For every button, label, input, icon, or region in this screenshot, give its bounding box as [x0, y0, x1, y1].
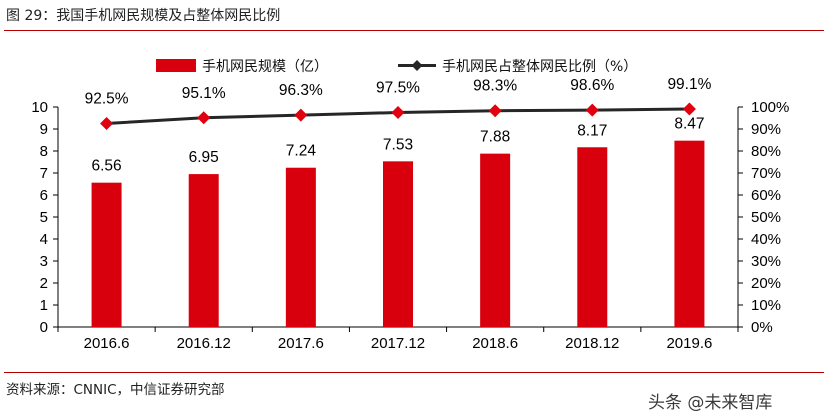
ratio-marker [682, 102, 696, 116]
ratio-value-label: 98.6% [570, 77, 614, 94]
bar [188, 174, 219, 327]
bar-value-label: 8.47 [674, 116, 704, 133]
legend-swatch-bar [156, 59, 196, 72]
bar [577, 147, 608, 327]
x-tick-label: 2018.12 [565, 335, 619, 352]
y-left-tick-label: 10 [31, 99, 48, 116]
ratio-value-label: 95.1% [182, 85, 226, 102]
y-left-tick-label: 5 [40, 209, 48, 226]
x-tick-label: 2017.6 [278, 335, 324, 352]
y-left-tick-label: 8 [40, 143, 48, 160]
watermark: 头条 @未来智库 [648, 393, 773, 413]
y-left-tick-label: 6 [40, 187, 48, 204]
y-left-tick-label: 4 [40, 231, 48, 248]
ratio-value-label: 96.3% [279, 82, 323, 99]
y-right-tick-label: 20% [751, 275, 781, 292]
y-left-tick-label: 3 [40, 253, 48, 270]
ratio-marker [100, 117, 114, 130]
y-right-tick-label: 50% [751, 209, 781, 226]
y-right-tick-label: 100% [751, 99, 789, 116]
bar-value-label: 7.24 [286, 143, 317, 160]
x-tick-label: 2016.12 [177, 335, 231, 352]
bar [674, 140, 705, 327]
legend-label-line: 手机网民占整体网民比例（%） [442, 59, 637, 75]
y-right-tick-label: 60% [751, 187, 781, 204]
y-right-tick-label: 0% [751, 319, 773, 336]
bar [91, 182, 122, 327]
ratio-marker [585, 103, 599, 117]
figure-title: 图 29：我国手机网民规模及占整体网民比例 [6, 8, 281, 24]
y-left-tick-label: 0 [40, 319, 48, 336]
y-right-tick-label: 90% [751, 121, 781, 138]
bar-value-label: 8.17 [577, 122, 607, 139]
ratio-value-label: 99.1% [667, 76, 711, 93]
y-right-tick-label: 70% [751, 165, 781, 182]
bar [383, 161, 413, 327]
y-left-tick-label: 1 [40, 297, 48, 314]
bottom-divider [4, 372, 824, 373]
bar [480, 153, 511, 327]
x-tick-label: 2018.6 [472, 335, 518, 352]
ratio-marker [488, 104, 502, 118]
bar-value-label: 7.53 [383, 136, 413, 153]
bar-value-label: 6.95 [189, 149, 219, 166]
ratio-value-label: 97.5% [376, 80, 420, 97]
ratio-marker [197, 111, 211, 125]
legend-swatch-marker [411, 60, 423, 71]
ratio-marker [391, 106, 405, 119]
y-left-tick-label: 9 [40, 121, 48, 138]
ratio-marker [294, 108, 308, 122]
x-tick-label: 2019.6 [666, 335, 712, 352]
top-divider [4, 30, 824, 31]
bar [285, 167, 316, 327]
bar-value-label: 7.88 [480, 129, 510, 146]
ratio-value-label: 98.3% [473, 78, 517, 95]
y-left-tick-label: 2 [40, 275, 48, 292]
y-right-tick-label: 10% [751, 297, 781, 314]
bar-value-label: 6.56 [91, 158, 121, 175]
x-tick-label: 2016.6 [84, 335, 130, 352]
y-right-tick-label: 30% [751, 253, 781, 270]
source-note: 资料来源：CNNIC，中信证券研究部 [6, 382, 225, 398]
legend-label-bar: 手机网民规模（亿） [202, 59, 328, 75]
y-right-tick-label: 40% [751, 231, 781, 248]
y-left-tick-label: 7 [40, 165, 48, 182]
ratio-value-label: 92.5% [85, 91, 129, 108]
y-right-tick-label: 80% [751, 143, 781, 160]
x-tick-label: 2017.12 [371, 335, 425, 352]
